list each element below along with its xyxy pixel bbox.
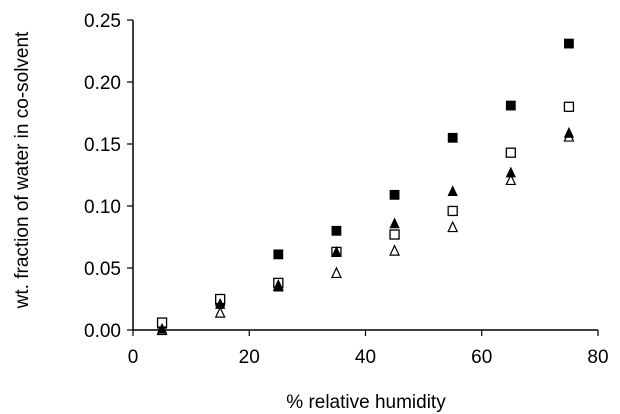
data-point-open-square <box>389 229 400 240</box>
data-point-open-triangle <box>156 323 168 336</box>
data-point-open-square <box>505 147 516 158</box>
x-tick-label: 20 <box>239 347 260 368</box>
y-tick-label: 0.00 <box>84 321 121 342</box>
y-axis-title: wt. fraction of water in co-solvent <box>12 31 33 309</box>
y-tick-label: 0.10 <box>84 197 121 218</box>
tick-labels: 0.00 0.05 0.10 0.15 0.20 0.25 0 20 40 60 80 <box>84 11 609 368</box>
data-point-open-triangle <box>389 244 401 256</box>
y-tick-label: 0.20 <box>84 73 121 94</box>
data-point-filled-square <box>273 249 284 260</box>
data-point-filled-square <box>331 225 342 236</box>
data-point-filled-square <box>447 132 458 143</box>
x-axis-title: % relative humidity <box>286 392 446 413</box>
y-tick-label: 0.05 <box>84 259 121 280</box>
data-point-filled-triangle <box>389 217 400 229</box>
data-point-open-triangle <box>563 130 575 142</box>
axes <box>132 20 598 331</box>
data-point-open-triangle <box>447 220 459 233</box>
x-tick-label: 0 <box>128 347 139 368</box>
data-point-filled-triangle <box>447 185 458 197</box>
data-point-filled-square <box>389 189 400 200</box>
data-point-filled-triangle <box>505 166 516 178</box>
x-tick-label: 40 <box>355 347 376 368</box>
x-tick-label: 60 <box>471 347 492 368</box>
tick-marks <box>127 19 599 336</box>
data-point-open-square <box>447 205 458 217</box>
data-point-filled-square <box>564 38 574 49</box>
y-tick-label: 0.25 <box>84 11 121 32</box>
data-markers <box>156 38 575 336</box>
y-axis-title-group: wt. fraction of water in co-solvent <box>12 31 33 309</box>
data-point-open-triangle <box>214 306 226 318</box>
data-point-open-triangle <box>505 173 517 186</box>
data-point-open-triangle <box>272 278 284 291</box>
y-tick-label: 0.15 <box>84 135 121 156</box>
data-point-open-square <box>563 101 575 112</box>
data-point-open-triangle <box>330 266 342 279</box>
x-tick-label: 80 <box>587 347 608 368</box>
data-point-filled-square <box>505 100 516 111</box>
data-point-filled-triangle <box>331 245 342 257</box>
